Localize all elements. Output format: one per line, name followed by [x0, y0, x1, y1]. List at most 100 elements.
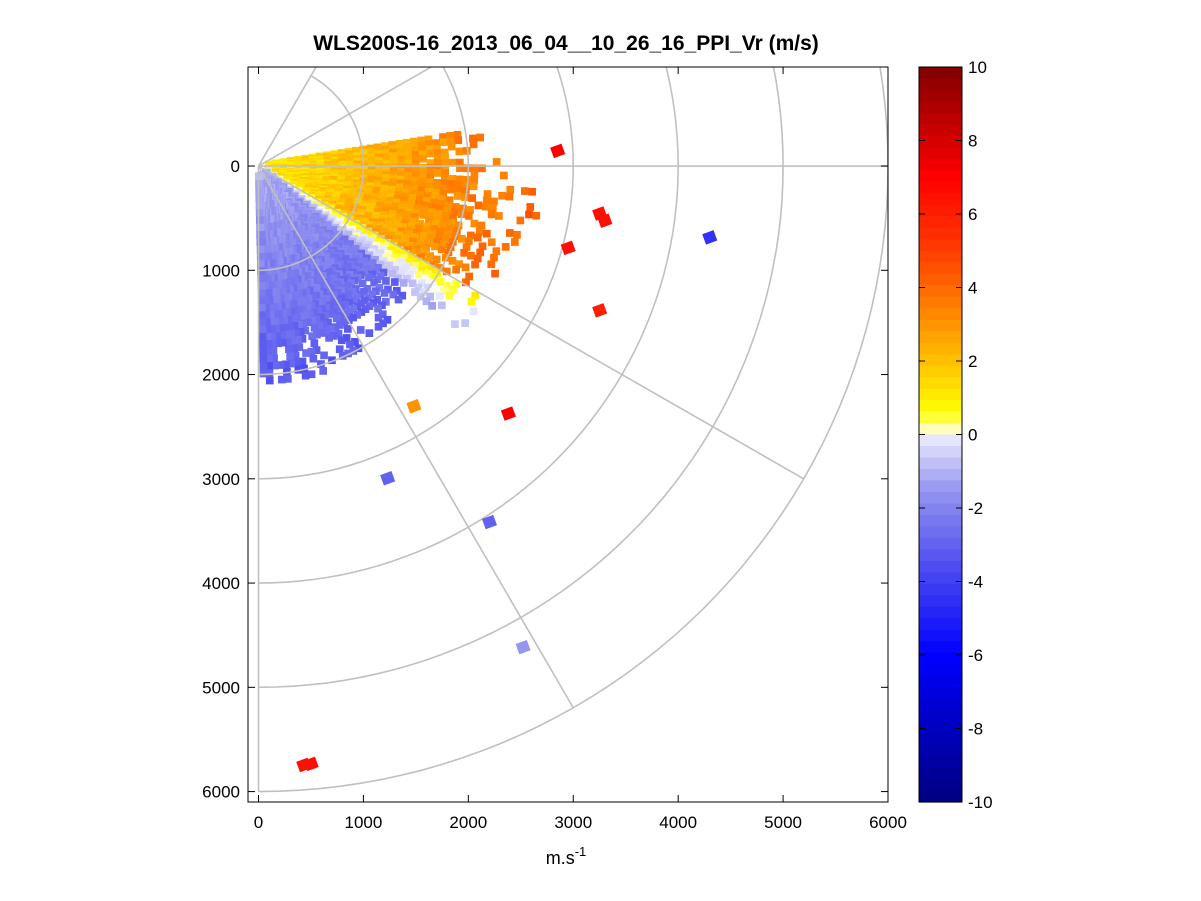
scan-cell	[437, 200, 446, 208]
scan-cell	[259, 340, 267, 349]
colorbar-segment	[919, 721, 962, 734]
scan-cell	[412, 159, 420, 168]
scan-cell	[500, 171, 508, 180]
scan-cell	[324, 318, 332, 327]
scan-cell	[411, 155, 420, 163]
scan-cell	[432, 183, 441, 192]
scan-cell	[337, 336, 346, 345]
scan-cell	[299, 304, 308, 313]
scan-cell	[349, 313, 357, 322]
scan-cell	[505, 192, 514, 201]
scan-cell	[426, 292, 434, 301]
scan-cell	[449, 237, 457, 246]
scan-cell	[419, 248, 428, 257]
scan-cell	[322, 327, 331, 335]
outlier-point	[406, 399, 422, 414]
scan-cell	[424, 283, 432, 292]
scan-cell	[447, 185, 455, 194]
scan-cell	[418, 266, 426, 274]
scan-cell	[310, 308, 318, 317]
scan-cell	[441, 164, 450, 172]
colorbar-tick-label: -10	[968, 793, 993, 812]
scan-cell	[433, 154, 442, 162]
scan-cell	[283, 308, 291, 317]
scan-cell	[290, 322, 299, 330]
scan-cell	[487, 238, 496, 247]
scan-cell	[440, 184, 448, 193]
scan-cell	[404, 159, 413, 168]
scan-cell	[317, 360, 325, 368]
scan-cell	[426, 173, 434, 182]
scan-cell	[282, 330, 291, 339]
scan-cell	[409, 189, 418, 198]
scan-cell	[291, 351, 300, 360]
scan-cell	[257, 267, 265, 276]
scan-cell	[404, 176, 412, 184]
scan-cell	[402, 215, 411, 223]
x-tick-label: 4000	[659, 813, 697, 832]
scan-cell	[265, 376, 274, 385]
scan-cell	[417, 253, 425, 261]
scan-cell	[256, 252, 265, 261]
scan-cell	[284, 315, 293, 324]
colorbar-segment	[919, 296, 962, 309]
scan-cell	[374, 304, 382, 313]
scan-cell	[418, 177, 427, 186]
grid-ring	[258, 67, 784, 689]
colorbar-segment	[919, 468, 962, 482]
scan-cell	[365, 273, 373, 282]
scan-cell	[473, 254, 482, 263]
scan-cell	[307, 301, 316, 310]
scan-cell	[444, 201, 453, 210]
colorbar-segment	[919, 273, 962, 286]
scan-cell	[408, 279, 417, 288]
colorbar-segment	[919, 514, 962, 527]
colorbar-segment	[919, 710, 962, 723]
scan-cell	[404, 230, 413, 238]
scan-cell	[393, 235, 402, 243]
scan-cell	[412, 209, 421, 217]
colorbar-segment	[919, 388, 962, 401]
scan-cell	[398, 291, 407, 300]
colorbar-segment	[919, 779, 962, 792]
scan-cell	[333, 305, 342, 314]
scan-cell	[270, 310, 279, 319]
scan-cell	[389, 290, 398, 299]
scan-cell	[460, 249, 468, 257]
scan-cell	[290, 344, 298, 353]
scan-cell	[435, 210, 443, 218]
scan-cell	[426, 234, 435, 243]
scan-cell	[402, 188, 410, 197]
scan-cell	[267, 318, 275, 326]
scan-cell	[430, 274, 439, 282]
scan-cell	[312, 315, 321, 324]
scan-cell	[418, 150, 427, 158]
scan-cell	[455, 260, 463, 268]
scan-cell	[322, 303, 330, 312]
scan-cell	[469, 182, 478, 191]
scan-cell	[314, 307, 322, 315]
grid-spoke	[258, 67, 433, 167]
scan-cell	[380, 289, 389, 297]
scan-cell	[463, 176, 471, 184]
scan-cell	[418, 141, 426, 149]
scan-cell	[439, 138, 448, 146]
scan-cell	[422, 297, 431, 306]
scan-cell	[403, 184, 411, 193]
x-axis-label: m.s-1	[546, 844, 587, 868]
scan-cell	[287, 330, 296, 338]
scan-cell	[346, 340, 354, 349]
scan-cell	[264, 354, 273, 363]
scan-cell	[399, 254, 408, 262]
scan-cell	[409, 217, 418, 226]
scan-cell	[455, 175, 464, 184]
scan-cell	[435, 232, 444, 241]
scan-cell	[506, 229, 514, 237]
scan-cell	[456, 164, 464, 172]
scan-cell	[482, 229, 491, 238]
colorbar-segment	[919, 124, 962, 137]
scan-cell	[396, 179, 404, 188]
scan-cell	[406, 226, 414, 234]
scan-cell	[408, 254, 417, 262]
scan-cell	[283, 338, 292, 346]
